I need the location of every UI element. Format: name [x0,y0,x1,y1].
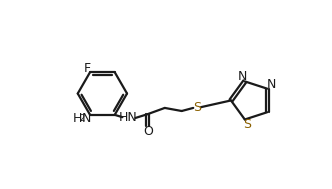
Text: N: N [82,112,91,125]
Text: N: N [267,78,277,91]
Text: O: O [143,125,153,138]
Text: S: S [243,118,251,131]
Text: S: S [193,101,201,114]
Text: 2: 2 [80,114,85,123]
Text: F: F [83,62,91,75]
Text: N: N [238,70,247,83]
Text: HN: HN [119,112,138,124]
Text: H: H [72,112,82,125]
